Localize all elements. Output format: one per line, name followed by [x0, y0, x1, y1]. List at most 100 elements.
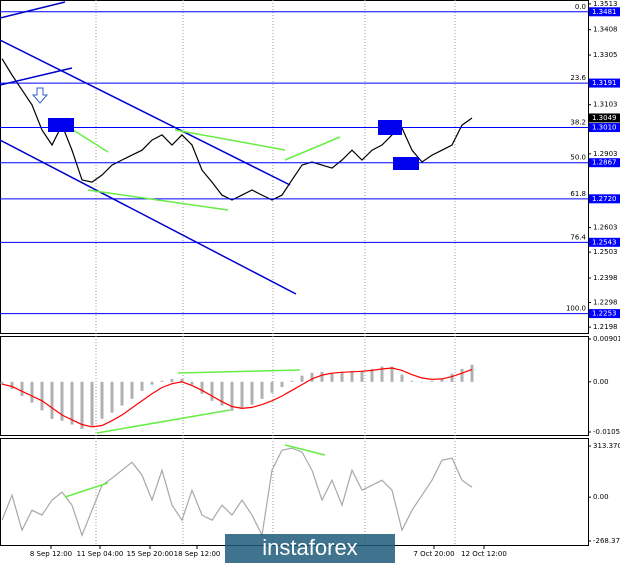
y-tick-label: 1.2198	[593, 323, 618, 331]
macd-bar	[370, 368, 374, 382]
y-tick-label: 1.2298	[593, 299, 618, 307]
macd-bar	[100, 381, 104, 419]
macd-bar	[180, 378, 184, 382]
panel-frames	[0, 0, 589, 546]
macd-bar	[10, 381, 14, 389]
annotations	[0, 1, 419, 498]
macd-bar	[460, 368, 464, 382]
macd-bar	[280, 381, 284, 388]
x-tick-label: 11 Sep 04:00	[77, 550, 124, 558]
y-tick-label: 1.3103	[593, 101, 618, 109]
macd-bar	[210, 381, 214, 401]
macd-bar	[320, 371, 324, 382]
macd-bar	[420, 381, 424, 383]
macd-bar	[60, 381, 64, 421]
macd-bar	[40, 381, 44, 411]
level-price-label: 1.2720	[592, 195, 617, 203]
macd-bar	[140, 381, 144, 391]
x-tick-label: 18 Sep 12:00	[174, 550, 221, 558]
macd-bar	[340, 371, 344, 382]
macd-bar	[0, 381, 4, 384]
fib-label: 23.6	[570, 74, 586, 82]
x-tick-label: 7 Oct 20:00	[413, 550, 454, 558]
level-price-box	[589, 78, 620, 88]
x-tick-label: 12 Oct 12:00	[461, 550, 507, 558]
macd-bar	[20, 381, 24, 397]
macd-bar	[360, 370, 364, 382]
macd-signal	[1, 367, 473, 428]
level-price-label: 1.3191	[592, 79, 617, 87]
macd-bar	[170, 378, 174, 382]
y-tick-label: 1.2503	[593, 248, 618, 256]
macd-bar	[430, 380, 434, 382]
macd-bar	[120, 381, 124, 406]
y-tick-label: -0.01057	[593, 428, 620, 436]
level-price-box	[589, 194, 620, 204]
y-tick-label: 1.3305	[593, 51, 618, 59]
macd-bar	[410, 380, 414, 382]
macd-bar	[160, 380, 164, 382]
macd-bar	[470, 364, 474, 382]
level-price-box	[589, 309, 620, 319]
macd-bar	[350, 370, 354, 382]
fib-label: 61.8	[570, 190, 586, 198]
fib-label: 0.0	[575, 3, 586, 11]
fib-label: 76.4	[570, 233, 586, 241]
fib-label: 100.0	[566, 305, 586, 313]
macd-bar	[80, 381, 84, 429]
level-price-label: 1.2867	[592, 159, 617, 167]
x-tick-label: 8 Sep 12:00	[30, 550, 72, 558]
level-price-label: 1.3010	[592, 124, 617, 132]
macd-bar	[240, 381, 244, 409]
macd-bar	[450, 373, 454, 382]
level-price-label: 1.2543	[592, 238, 617, 246]
y-tick-label: 0.00901	[593, 335, 620, 343]
macd-bar	[220, 381, 224, 406]
macd-bar	[290, 380, 294, 382]
level-price-box	[589, 237, 620, 247]
level-price-label: 1.2253	[592, 310, 617, 318]
level-price-box	[589, 158, 620, 168]
macd-bar	[380, 366, 384, 382]
vertical-grid	[95, 0, 456, 545]
last-price-box	[589, 113, 620, 123]
macd-bar	[310, 372, 314, 382]
last-price-label: 1.3049	[592, 114, 617, 122]
y-tick-label: 1.2603	[593, 224, 618, 232]
level-price-label: 1.3481	[592, 8, 617, 16]
y-tick-label: 0.00	[593, 493, 609, 501]
macd-bar	[150, 381, 154, 385]
macd-bar	[190, 381, 194, 385]
cci-line	[1, 447, 473, 538]
level-price-box	[589, 7, 620, 17]
macd-bar	[330, 372, 334, 382]
fib-label: 38.2	[570, 119, 586, 127]
macd-bar	[440, 378, 444, 382]
macd-bar	[390, 366, 394, 382]
x-tick-label: 15 Sep 20:00	[127, 550, 174, 558]
y-tick-label: 1.3513	[593, 0, 618, 8]
y-tick-label: -268.378	[593, 537, 620, 545]
macd-bar	[270, 381, 274, 393]
macd-bar	[130, 381, 134, 399]
macd-bar	[400, 374, 404, 382]
macd-bar	[230, 381, 234, 411]
watermark: instaforex	[262, 535, 357, 560]
fib-label: 50.0	[570, 154, 586, 162]
macd-bar	[300, 375, 304, 382]
y-tick-label: 1.3408	[593, 26, 618, 34]
macd-bar	[50, 381, 54, 419]
macd-bar	[200, 381, 204, 394]
macd-bar	[260, 381, 264, 399]
level-price-box	[589, 123, 620, 133]
y-tick-label: 1.2398	[593, 274, 618, 282]
macd-bar	[30, 381, 34, 403]
macd-bar	[250, 381, 254, 405]
macd-bar	[110, 381, 114, 413]
watermark-bg	[225, 534, 395, 563]
macd-bar	[90, 381, 94, 426]
macd-bar	[70, 381, 74, 425]
y-tick-label: 313.3704	[593, 442, 620, 450]
y-tick-label: 0.00	[593, 378, 609, 386]
